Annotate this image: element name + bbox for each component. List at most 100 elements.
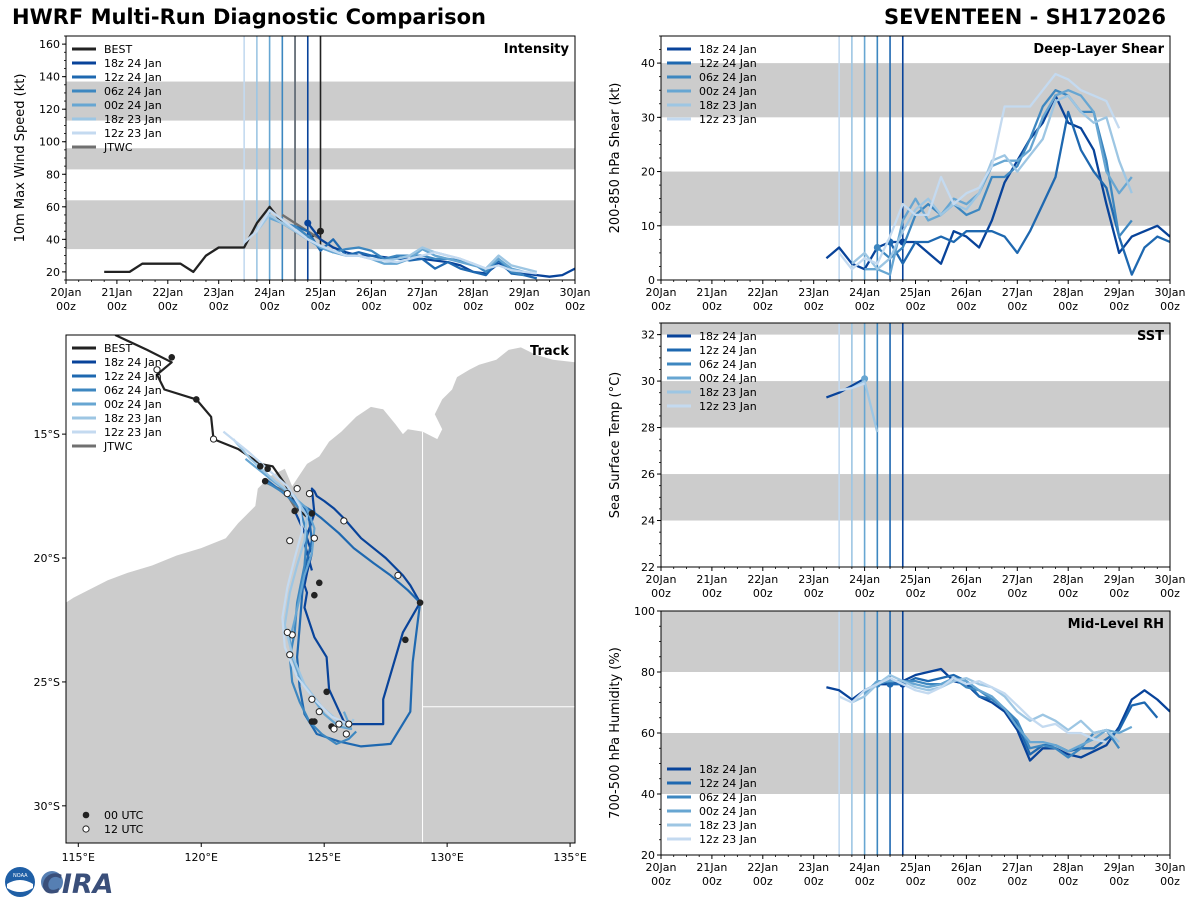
track-12z-23-jan-12utc-point-0: [293, 485, 301, 493]
shear-xtick-date-5: 25Jan: [900, 286, 931, 299]
marker-legend-open-dot: [82, 825, 90, 833]
rh-ylabel: 700-500 hPa Humidity (%): [608, 647, 623, 819]
shear-series-06z-24-jan-point-0: [873, 243, 881, 251]
sst-legend-label-12z-23-jan: 12z 23 Jan: [699, 400, 757, 413]
shear-xtick-hour-5: 00z: [906, 300, 926, 313]
track-lon-label-130: 130°E: [430, 851, 463, 864]
track-best-12utc-point-2: [283, 489, 291, 498]
intensity-xtick-date-0: 20Jan: [51, 286, 82, 299]
track-18z-24-jan-00utc-point-7: [311, 591, 318, 599]
sst-xtick-date-6: 26Jan: [951, 573, 982, 586]
intensity-plot-area: [66, 36, 575, 280]
shear-legend-label-12z-23-jan: 12z 23 Jan: [699, 113, 757, 126]
rh-xtick-date-0: 20Jan: [646, 861, 677, 874]
intensity-ytick-label-120: 120: [39, 103, 60, 116]
track-18z-23-jan-12utc-point-3: [335, 720, 343, 728]
intensity-legend-label-06z-24-jan: 06z 24 Jan: [104, 85, 162, 98]
shear-xtick-hour-2: 00z: [753, 300, 773, 313]
shear-xtick-date-10: 30Jan: [1155, 286, 1186, 299]
shear-xtick-hour-3: 00z: [804, 300, 824, 313]
shear-xtick-date-8: 28Jan: [1053, 286, 1084, 299]
shear-series-18z-24-jan: [825, 94, 1170, 271]
sst-legend-label-00z-24-jan: 00z 24 Jan: [699, 372, 757, 385]
track-00z-24-jan-12utc-point-3: [330, 725, 338, 733]
track-12z-23-jan-12utc-point-1: [286, 651, 294, 659]
shear-xtick-date-4: 24Jan: [849, 286, 880, 299]
rh-xtick-date-8: 28Jan: [1053, 861, 1084, 874]
rh-xtick-hour-6: 00z: [957, 875, 977, 888]
track-legend-label-12z-24-jan: 12z 24 Jan: [104, 370, 162, 383]
rh-xtick-hour-2: 00z: [753, 875, 773, 888]
track-lat-label--20: 20°S: [34, 552, 60, 565]
rh-legend-label-12z-23-jan: 12z 23 Jan: [699, 833, 757, 846]
track-18z-23-jan-12utc-point-1: [283, 628, 291, 636]
intensity-xtick-date-5: 25Jan: [305, 286, 336, 299]
sst-xtick-hour-5: 00z: [906, 587, 926, 600]
rh-xtick-date-1: 21Jan: [696, 861, 727, 874]
sst-band-1: [661, 381, 1170, 428]
track-legend-label-jtwc: JTWC: [103, 440, 133, 453]
rh-xtick-hour-5: 00z: [906, 875, 926, 888]
shear-xtick-hour-1: 00z: [702, 300, 722, 313]
intensity-series-12z-24-jan: [294, 225, 538, 280]
track-frame: [65, 334, 576, 844]
track-best-00utc-point-3: [264, 465, 271, 473]
track-lat-label--30: 30°S: [34, 800, 60, 813]
rh-legend-label-00z-24-jan: 00z 24 Jan: [699, 805, 757, 818]
intensity-xtick-date-9: 29Jan: [509, 286, 540, 299]
intensity-xtick-date-8: 28Jan: [458, 286, 489, 299]
rh-band-1: [661, 611, 1170, 672]
sst-ytick-label-22: 22: [641, 561, 655, 574]
cira-logo: NOAA CIRA: [5, 867, 114, 898]
intensity-xtick-date-3: 23Jan: [203, 286, 234, 299]
rh-plot-area: [661, 611, 1170, 855]
shear-ytick-label-10: 10: [641, 220, 655, 233]
sst-ytick-label-28: 28: [641, 422, 655, 435]
sst-xtick-date-5: 25Jan: [900, 573, 931, 586]
rh-xtick-hour-1: 00z: [702, 875, 722, 888]
rh-series-00z-24-jan: [863, 676, 1133, 753]
track-06z-24-jan-00utc-point-0: [261, 477, 269, 485]
rh-xtick-date-5: 25Jan: [900, 861, 931, 874]
track-map-area: [66, 335, 575, 843]
track-18z-24-jan-00utc-point-2: [323, 688, 330, 696]
rh-xtick-date-10: 30Jan: [1155, 861, 1186, 874]
shear-legend-label-18z-23-jan: 18z 23 Jan: [699, 99, 757, 112]
marker-legend-filled-dot: [82, 811, 90, 819]
sst-series-00z-24-jan-point-0: [861, 375, 869, 383]
intensity-xtick-date-10: 30Jan: [560, 286, 591, 299]
sst-legend-label-12z-24-jan: 12z 24 Jan: [699, 344, 757, 357]
shear-xtick-date-1: 21Jan: [696, 286, 727, 299]
track-best-00utc-point-0: [168, 354, 176, 361]
intensity-ytick-label-80: 80: [46, 168, 60, 181]
track-legend-label-best: BEST: [104, 342, 132, 355]
intensity-xtick-hour-2: 00z: [158, 300, 178, 313]
track-legend-label-18z-23-jan: 18z 23 Jan: [104, 412, 162, 425]
shear-xtick-date-0: 20Jan: [646, 286, 677, 299]
sst-xtick-date-1: 21Jan: [696, 573, 727, 586]
shear-series-06z-24-jan: [876, 89, 1133, 260]
track-18z-23-jan-12utc-point-0: [286, 537, 294, 545]
track-18z-24-jan-00utc-point-0: [416, 599, 424, 606]
intensity-xtick-hour-7: 00z: [412, 300, 432, 313]
shear-ytick-label-40: 40: [641, 57, 655, 70]
storm-id-title: SEVENTEEN - SH172026: [884, 5, 1166, 29]
intensity-ytick-label-40: 40: [46, 233, 60, 246]
sst-xtick-hour-2: 00z: [753, 587, 773, 600]
shear-xtick-hour-10: 00z: [1160, 300, 1180, 313]
track-18z-24-jan-00utc-point-5: [308, 718, 316, 725]
track-00z-24-jan-12utc-point-0: [310, 534, 318, 542]
intensity-xtick-hour-6: 00z: [362, 300, 382, 313]
shear-ylabel: 200-850 hPa Shear (kt): [608, 83, 623, 234]
intensity-xtick-date-7: 27Jan: [407, 286, 438, 299]
rh-ytick-label-100: 100: [634, 605, 655, 618]
rh-xtick-date-9: 29Jan: [1104, 861, 1135, 874]
rh-xtick-date-2: 22Jan: [747, 861, 778, 874]
sst-xtick-date-3: 23Jan: [798, 573, 829, 586]
track-lon-label-135: 135°E: [553, 851, 586, 864]
